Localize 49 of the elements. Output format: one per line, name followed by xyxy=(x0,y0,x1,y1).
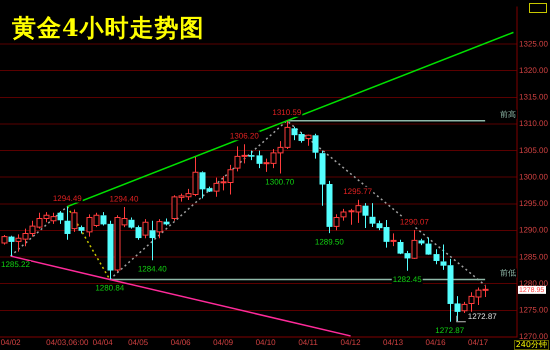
annotation: 1282.45 xyxy=(392,274,422,284)
candlestick xyxy=(64,206,70,240)
series-label: 前高 xyxy=(500,110,516,119)
annotation: 1289.50 xyxy=(314,237,344,246)
x-tick-label: 04/09 xyxy=(213,338,234,348)
x-tick-label: 04/16 xyxy=(426,338,446,348)
annotation: 1285.22 xyxy=(1,260,30,270)
x-tick-label: 04/12 xyxy=(340,338,362,348)
x-tick-label: 04/11 xyxy=(298,338,318,348)
annotation: 1272.87 xyxy=(435,326,465,335)
candlestick xyxy=(312,133,318,160)
x-tick-label: 04/17 xyxy=(468,338,489,348)
annotation: 1310.59 xyxy=(272,108,302,118)
x-tick-label: 04/05 xyxy=(128,338,149,348)
x-tick-label: 04/02 xyxy=(0,338,22,348)
y-tick-label: 1325.00 xyxy=(519,39,548,48)
y-tick-label: 1280.00 xyxy=(519,278,548,288)
annotation: 1294.40 xyxy=(109,194,139,204)
candlestick xyxy=(150,220,156,261)
y-tick-label: 1275.00 xyxy=(519,306,548,315)
annotation: 1294.49 xyxy=(52,194,82,203)
annotation: 1284.40 xyxy=(138,264,168,274)
candlestick xyxy=(248,150,254,161)
x-tick-label: 04/04 xyxy=(92,338,114,348)
series-label: 前低 xyxy=(500,268,516,278)
x-tick-label: 04/03,06:00 xyxy=(46,338,89,348)
y-tick-label: 1320.00 xyxy=(519,66,548,75)
annotation: 1272.87 xyxy=(468,312,498,321)
y-tick-label: 1315.00 xyxy=(519,92,548,102)
text: 240分钟 xyxy=(514,340,549,350)
annotation: 1306.20 xyxy=(230,131,260,140)
candlestick xyxy=(362,202,368,228)
y-tick-label: 1295.00 xyxy=(519,199,548,208)
y-tick-label: 1310.00 xyxy=(519,119,548,128)
chart-title: 黄金4小时走势图 xyxy=(12,12,205,44)
annotation: 1280.84 xyxy=(95,283,125,292)
candlestick xyxy=(256,150,262,169)
y-tick-label: 1285.00 xyxy=(519,252,548,262)
y-tick-label: 1290.00 xyxy=(519,226,548,235)
y-tick-label: 1300.00 xyxy=(519,172,548,182)
annotation: 1290.07 xyxy=(400,217,430,226)
annotation: 1300.70 xyxy=(265,178,295,187)
y-tick-label: 1270.00 xyxy=(519,332,548,342)
annotation: 1295.77 xyxy=(343,186,373,196)
x-tick-label: 04/10 xyxy=(256,338,276,348)
candlestick xyxy=(8,235,14,256)
y-tick-label: 1305.00 xyxy=(519,146,548,155)
x-tick-label: 04/13 xyxy=(383,338,404,348)
x-tick-label: 04/06 xyxy=(170,338,192,348)
